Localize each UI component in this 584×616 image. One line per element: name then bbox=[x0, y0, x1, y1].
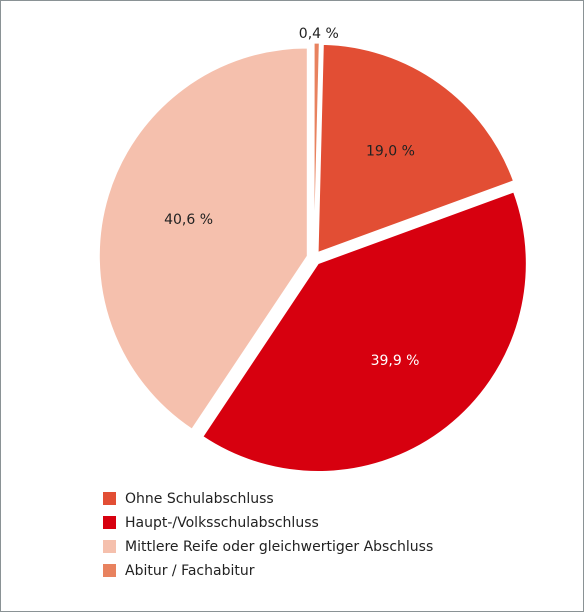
legend-label: Abitur / Fachabitur bbox=[125, 563, 255, 579]
legend-swatch bbox=[103, 516, 116, 529]
slice-label: 0,4 % bbox=[299, 26, 339, 42]
legend-swatch bbox=[103, 492, 116, 505]
legend-swatch bbox=[103, 564, 116, 577]
pie-slice bbox=[98, 47, 308, 430]
legend-label: Haupt-/Volksschulabschluss bbox=[125, 515, 319, 531]
legend-label: Mittlere Reife oder gleichwertiger Absch… bbox=[125, 539, 433, 555]
legend-swatch bbox=[103, 540, 116, 553]
slice-label: 40,6 % bbox=[164, 212, 213, 228]
pie-slice bbox=[313, 42, 320, 252]
pie-slice bbox=[202, 191, 527, 472]
legend-label: Ohne Schulabschluss bbox=[125, 491, 274, 507]
slice-label: 39,9 % bbox=[371, 353, 420, 369]
slice-label: 19,0 % bbox=[366, 144, 415, 160]
pie-slice bbox=[317, 43, 515, 254]
